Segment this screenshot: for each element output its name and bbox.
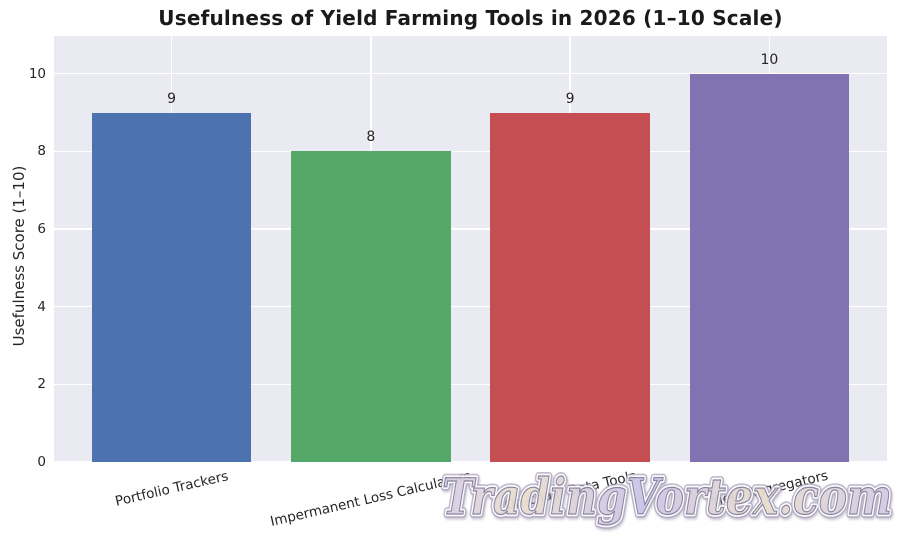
bar-value-label: 9: [167, 90, 177, 107]
y-tick-label: 10: [28, 65, 46, 82]
gridline-horizontal: [54, 461, 887, 463]
y-tick-label: 6: [37, 221, 46, 237]
gridline-horizontal: [54, 73, 887, 75]
watermark-text: TradingVortex.com: [442, 467, 892, 526]
bar-value-label: 10: [760, 51, 779, 68]
bar-yield-aggregators: [689, 73, 850, 462]
gridline-horizontal: [54, 150, 887, 152]
gridline-horizontal: [54, 306, 887, 308]
x-tick-label: Portfolio Trackers: [113, 468, 230, 510]
bar-impermanent-loss-calculators: [291, 151, 451, 462]
y-tick-label: 8: [37, 143, 46, 160]
y-axis-label: Usefulness Score (1–10): [10, 165, 28, 347]
gridline-horizontal: [54, 228, 887, 230]
y-tick-label: 2: [37, 376, 46, 393]
bar-portfolio-trackers: [91, 112, 252, 462]
watermark: TradingVortex.com TradingVortex.com Trad…: [438, 463, 896, 530]
bar-value-label: 8: [366, 129, 376, 146]
watermark-text-halo: TradingVortex.com: [442, 467, 892, 526]
bar-on-chain-data-tools: [490, 112, 650, 462]
y-tick-label: 0: [37, 454, 46, 470]
watermark-text-outline: TradingVortex.com: [442, 467, 892, 526]
chart-title: Usefulness of Yield Farming Tools in 202…: [158, 6, 783, 30]
y-tick-label: 4: [37, 298, 46, 315]
bar-value-label: 9: [565, 90, 575, 107]
gridline-horizontal: [54, 383, 887, 385]
